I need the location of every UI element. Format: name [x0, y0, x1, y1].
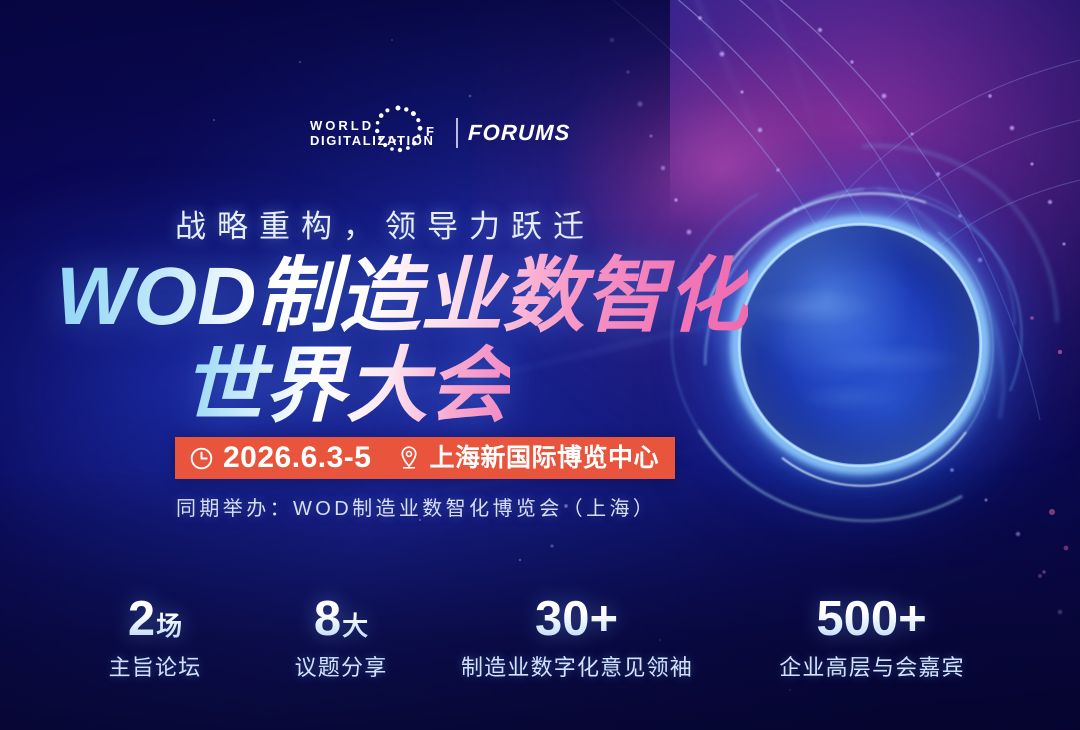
event-venue: 上海新国际博览中心 — [429, 444, 659, 472]
tagline: 战略重构，领导力跃迁 — [175, 209, 595, 244]
stat-number: 500+ — [752, 592, 992, 646]
background-top-vignette — [0, 0, 670, 219]
stat-suffix: 场 — [156, 611, 183, 641]
stat-label: 企业高层与会嘉宾 — [779, 655, 965, 680]
co-located-event-subline: 同期举办：WOD制造业数智化博览会（上海） — [176, 498, 657, 520]
stat-item: 2场 主旨论坛 — [72, 592, 238, 682]
stat-item: 500+ 企业高层与会嘉宾 — [752, 592, 992, 682]
logo-letter-f: F — [426, 124, 434, 139]
main-title-line-2: 世界大会 — [182, 341, 510, 432]
main-title-line-1: WOD制造业数智化 — [56, 251, 749, 342]
logo-forums-text: FORUMS — [467, 120, 571, 145]
stat-item: 8大 议题分享 — [258, 592, 424, 682]
logo-divider — [456, 118, 458, 148]
stat-number: 2场 — [72, 592, 238, 646]
stat-suffix: 大 — [342, 611, 369, 641]
stat-label: 制造业数字化意见领袖 — [460, 655, 693, 680]
wod-forums-logo: WORLD DIGITALIZATION O F FORUMS — [310, 104, 571, 160]
globe-sphere — [741, 226, 979, 464]
stat-number: 8大 — [258, 592, 424, 646]
logo-wordmark: WORLD DIGITALIZATION — [310, 118, 434, 148]
background-bottom-vignette — [0, 467, 1080, 730]
stat-label: 议题分享 — [294, 655, 388, 680]
logo-line-world: WORLD — [310, 118, 375, 133]
stat-item: 30+ 制造业数字化意见领袖 — [442, 592, 712, 682]
stat-number: 30+ — [442, 592, 712, 646]
logo-line-digitalization: DIGITALIZATION — [310, 133, 435, 148]
clock-icon — [190, 447, 213, 469]
location-pin-icon — [401, 446, 418, 469]
stat-label: 主旨论坛 — [108, 655, 202, 680]
stats-row: 2场 主旨论坛 8大 议题分享 30+ 制造业数字化意见领袖 500+ 企业高层… — [0, 592, 1080, 692]
dotted-circle-icon — [375, 105, 423, 153]
date-venue-banner: 2026.6.3-5 上海新国际博览中心 — [175, 437, 675, 479]
event-date: 2026.6.3-5 — [223, 441, 372, 474]
globe-graphic — [579, 63, 1080, 627]
